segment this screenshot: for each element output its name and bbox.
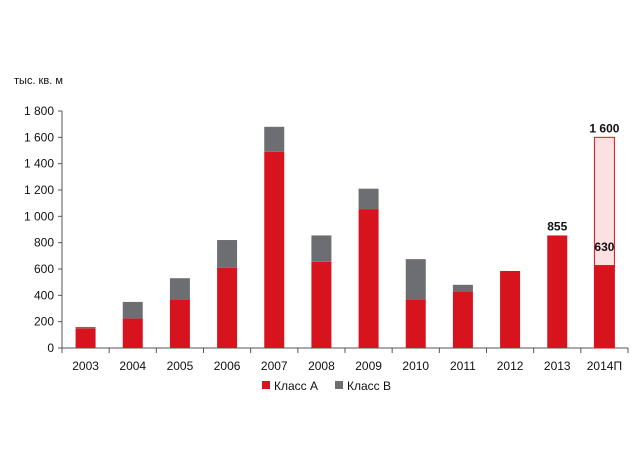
y-tick-label: 1 600	[24, 130, 54, 144]
bar-class-a	[358, 209, 379, 348]
x-tick-label: 2007	[261, 359, 288, 373]
y-tick-label: 1 400	[24, 157, 54, 171]
x-axis: 2003 2004 2005 2006 2007 2008 2009 2010 2011 2012…	[61, 347, 629, 373]
y-axis: 0 200 400 600 800 1 000 1 200 1 400 1 600 1 800	[24, 104, 63, 355]
bar-class-a	[122, 318, 143, 348]
bar-class-b	[358, 188, 379, 210]
x-tick-label: 2009	[355, 359, 382, 373]
x-tick-label: 2011	[450, 359, 476, 373]
y-axis-unit-label: тыс. кв. м	[14, 75, 63, 87]
bar-class-a	[169, 299, 190, 348]
bar-class-a	[311, 261, 332, 348]
bar-class-a	[75, 328, 96, 348]
legend-swatch	[262, 381, 270, 389]
bar-class-b	[264, 126, 285, 152]
x-tick-label: 2008	[308, 359, 335, 373]
y-tick-label: 1 000	[24, 209, 54, 223]
bar-class-b	[452, 284, 473, 292]
y-tick-label: 400	[34, 288, 54, 302]
x-tick-label: 2012	[497, 359, 524, 373]
bar-class-a	[405, 299, 426, 348]
bar-class-a	[452, 291, 473, 348]
y-tick-label: 200	[34, 315, 54, 329]
legend: Класс А Класс В	[262, 379, 391, 393]
x-tick-label: 2014П	[587, 359, 622, 373]
bar-class-b	[405, 259, 426, 300]
y-tick-label: 1 800	[24, 104, 54, 118]
data-label: 630	[594, 240, 614, 254]
x-tick-label: 2005	[167, 359, 194, 373]
bar-class-b	[217, 240, 238, 268]
x-tick-label: 2013	[544, 359, 571, 373]
legend-label: Класс В	[347, 379, 391, 393]
x-tick-label: 2004	[119, 359, 146, 373]
bar-class-a	[217, 267, 238, 348]
bar-class-a	[594, 265, 615, 348]
y-tick-label: 600	[34, 262, 54, 276]
bar-class-b	[311, 235, 332, 262]
bars	[75, 126, 615, 349]
bar-class-a	[547, 235, 568, 348]
data-label: 855	[547, 219, 567, 233]
bar-class-b	[169, 278, 190, 300]
x-tick-label: 2003	[72, 359, 99, 373]
legend-swatch	[335, 381, 343, 389]
bar-class-b	[122, 301, 143, 319]
bar-class-b	[75, 326, 96, 329]
x-tick-label: 2010	[402, 359, 429, 373]
y-tick-label: 800	[34, 236, 54, 250]
y-tick-label: 0	[47, 341, 54, 355]
x-tick-label: 2006	[214, 359, 241, 373]
legend-label: Класс А	[274, 379, 318, 393]
bar-class-a	[264, 151, 285, 348]
data-labels: 855 1 600 630	[547, 121, 620, 254]
y-tick-label: 1 200	[24, 183, 54, 197]
data-label: 1 600	[589, 121, 619, 135]
bar-class-a	[500, 270, 521, 348]
